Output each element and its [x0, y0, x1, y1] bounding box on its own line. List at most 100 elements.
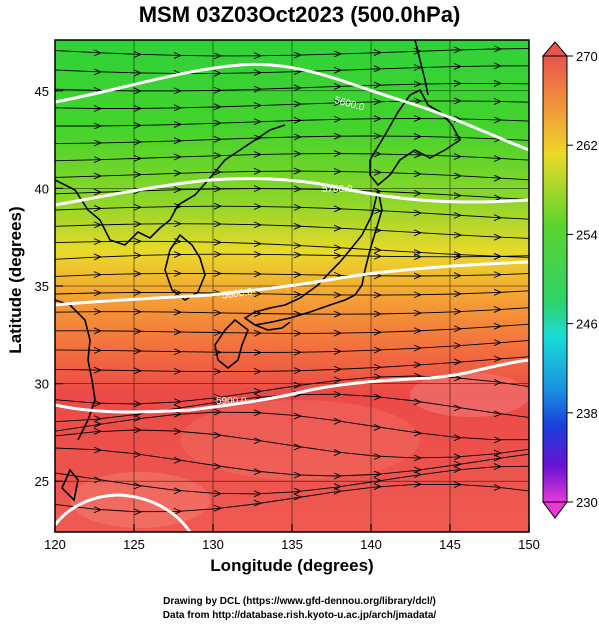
stream-arrow — [293, 51, 303, 59]
stream-arrow — [253, 167, 263, 175]
streamline — [55, 411, 529, 441]
streamline — [55, 153, 529, 162]
stream-arrow — [253, 52, 263, 60]
stream-arrow — [253, 102, 263, 109]
streamline — [55, 170, 529, 181]
stream-arrow — [133, 87, 143, 95]
stream-arrow — [373, 453, 383, 460]
stream-arrow — [93, 271, 103, 279]
stream-arrow — [293, 487, 303, 495]
stream-arrow — [413, 189, 423, 197]
contour-5700 — [55, 176, 529, 207]
stream-arrow — [333, 472, 343, 480]
y-axis-label: Latitude (degrees) — [6, 206, 25, 354]
stream-arrow — [333, 205, 343, 213]
map-title: MSM 03Z03Oct2023 (500.0hPa) — [138, 2, 461, 27]
stream-arrow — [333, 115, 343, 123]
stream-arrow — [253, 151, 263, 158]
stream-arrow — [293, 100, 303, 108]
stream-arrow — [493, 233, 503, 241]
stream-arrow — [213, 368, 223, 376]
stream-arrow — [293, 291, 303, 298]
stream-arrow — [213, 69, 223, 77]
stream-arrow — [213, 270, 223, 277]
stream-arrow — [253, 387, 263, 395]
stream-arrow — [453, 374, 463, 382]
stream-arrow — [133, 347, 143, 355]
stream-arrow — [173, 328, 183, 336]
stream-arrow — [293, 348, 303, 356]
stream-arrow — [213, 119, 223, 127]
stream-arrow — [173, 251, 183, 258]
stream-arrow — [213, 431, 223, 439]
stream-arrow — [293, 271, 303, 279]
stream-arrow — [133, 220, 143, 228]
x-tick-label: 130 — [202, 537, 224, 552]
graticule — [55, 40, 529, 532]
y-tick-label: 30 — [35, 377, 49, 392]
stream-arrow — [413, 253, 423, 261]
stream-arrow — [493, 214, 503, 222]
stream-arrow — [413, 170, 423, 178]
contour-label-5900: 5900.0 — [216, 396, 247, 407]
stream-arrow — [213, 86, 223, 94]
streamline — [55, 205, 529, 220]
stream-arrow — [213, 490, 223, 497]
colorbar-label: 270 — [576, 49, 598, 64]
stream-arrow — [413, 471, 423, 478]
stream-arrow — [173, 348, 183, 356]
stream-arrow — [253, 468, 263, 476]
stream-arrow — [373, 150, 383, 158]
stream-arrow — [253, 409, 263, 417]
stream-arrow — [293, 471, 303, 479]
stream-arrow — [453, 342, 463, 349]
stream-arrow — [493, 174, 503, 182]
stream-arrow — [333, 252, 343, 260]
stream-arrow — [93, 415, 103, 423]
stream-arrow — [373, 393, 383, 401]
contour-label-5800: 5800.0 — [221, 287, 253, 302]
stream-arrow — [133, 171, 143, 178]
stream-arrow — [413, 480, 423, 488]
stream-arrow — [453, 308, 463, 315]
stream-arrow — [213, 238, 223, 246]
stream-arrow — [333, 417, 343, 425]
stream-arrow — [493, 45, 503, 53]
stream-arrow — [413, 80, 423, 88]
stream-arrow — [373, 346, 383, 354]
stream-arrow — [453, 153, 463, 160]
streamline — [55, 253, 529, 260]
streamline — [55, 429, 529, 459]
stream-arrow — [453, 272, 463, 279]
stream-arrow — [253, 203, 263, 210]
stream-arrow — [133, 289, 143, 296]
streamline — [55, 447, 529, 477]
stream-arrow — [333, 168, 343, 175]
stream-arrow — [133, 327, 143, 335]
stream-arrow — [133, 270, 143, 278]
stream-arrow — [253, 499, 263, 507]
stream-arrow — [133, 105, 143, 112]
stream-arrow — [293, 167, 303, 175]
stream-arrow — [453, 172, 463, 180]
stream-arrow — [213, 463, 223, 470]
stream-arrow — [493, 484, 503, 491]
stream-arrow — [93, 156, 103, 164]
colorbar-bar — [542, 55, 568, 503]
stream-arrow — [93, 105, 103, 112]
stream-arrow — [293, 443, 303, 451]
stream-arrow — [373, 423, 383, 431]
stream-arrow — [373, 132, 383, 140]
stream-arrow — [493, 410, 503, 418]
stream-arrow — [93, 446, 103, 454]
stream-arrow — [373, 291, 383, 299]
stream-arrow — [93, 253, 103, 261]
stream-arrow — [333, 99, 343, 107]
stream-arrow — [373, 363, 383, 371]
stream-arrow — [133, 237, 143, 245]
streamline — [55, 223, 529, 239]
stream-arrow — [493, 449, 503, 457]
stream-arrow — [93, 420, 103, 428]
stream-arrow — [493, 379, 503, 386]
x-tick-label: 145 — [439, 537, 461, 552]
